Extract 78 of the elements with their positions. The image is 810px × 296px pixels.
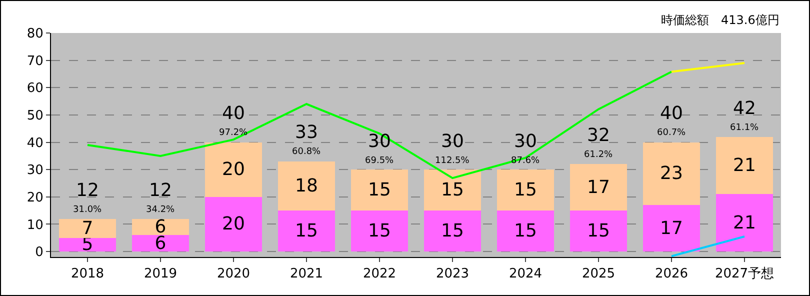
data-label: 15 xyxy=(295,220,318,242)
x-tick-label: 2022 xyxy=(362,266,396,282)
data-label: 15 xyxy=(441,220,464,242)
y-tick-label: 30 xyxy=(26,163,44,178)
bar xyxy=(643,205,700,252)
annotation: 87.6% xyxy=(511,156,540,166)
bar xyxy=(132,235,189,252)
bar xyxy=(570,210,627,252)
total-label: 40 xyxy=(660,103,683,124)
bar xyxy=(59,218,116,238)
y-tick-label: 80 xyxy=(26,26,44,42)
data-label: 17 xyxy=(587,176,610,198)
annotation: 34.2% xyxy=(146,205,176,215)
annotation: 31.0% xyxy=(73,205,102,215)
bar xyxy=(351,170,408,211)
bar xyxy=(205,142,262,197)
y-tick-label: 50 xyxy=(26,108,44,124)
data-label: 15 xyxy=(514,220,537,242)
data-label: 15 xyxy=(514,180,537,201)
x-tick-label: 2019 xyxy=(144,266,178,282)
annotation: 60.8% xyxy=(292,147,322,157)
total-label: 30 xyxy=(514,131,537,152)
data-label: 6 xyxy=(154,232,166,254)
annotation: 61.1% xyxy=(730,123,760,133)
x-tick-label: 2023 xyxy=(436,266,470,282)
data-label: 21 xyxy=(733,154,756,176)
total-label: 30 xyxy=(368,131,391,152)
data-label: 7 xyxy=(82,218,94,239)
total-label: 12 xyxy=(149,180,172,201)
bar xyxy=(643,142,700,206)
x-tick-label: 2026 xyxy=(654,266,688,282)
total-label: 30 xyxy=(441,131,464,152)
x-tick-label: 2024 xyxy=(508,266,542,282)
data-label: 15 xyxy=(368,220,391,242)
text: 時価総額 413.6億円 xyxy=(661,13,780,27)
y-tick-label: 60 xyxy=(26,81,44,96)
data-label: 20 xyxy=(222,214,245,235)
x-tick-label: 2018 xyxy=(70,266,104,282)
data-label: 20 xyxy=(222,159,245,180)
total-label: 32 xyxy=(587,125,610,146)
y-tick-label: 40 xyxy=(26,136,44,151)
total-label: 12 xyxy=(76,180,99,201)
bar xyxy=(278,161,335,211)
bar xyxy=(424,170,481,211)
data-label: 15 xyxy=(441,180,464,201)
data-label: 15 xyxy=(587,220,610,242)
annotation: 97.2% xyxy=(219,128,248,138)
y-tick-label: 70 xyxy=(26,54,44,69)
bar xyxy=(424,210,481,252)
total-label: 42 xyxy=(733,98,756,119)
data-label: 18 xyxy=(295,175,318,196)
data-label: 17 xyxy=(660,218,683,239)
annotation: 60.7% xyxy=(657,128,686,138)
y-tick-label: 20 xyxy=(26,190,44,206)
total-label: 33 xyxy=(295,122,318,143)
y-tick-label: 0 xyxy=(35,245,44,260)
annotation: 112.5% xyxy=(435,156,470,166)
bar xyxy=(570,164,627,211)
bar xyxy=(716,194,773,252)
data-label: 15 xyxy=(368,180,391,201)
data-label: 23 xyxy=(660,163,683,184)
bar xyxy=(59,238,116,252)
annotation: 69.5% xyxy=(365,156,394,166)
bar xyxy=(205,196,262,252)
x-tick-label: 2025 xyxy=(582,266,616,282)
bar xyxy=(497,210,554,252)
total-label: 40 xyxy=(222,103,245,124)
bar xyxy=(716,136,773,194)
y-tick-label: 10 xyxy=(26,218,44,233)
bar xyxy=(132,218,189,236)
x-tick-label: 2027予想 xyxy=(714,266,774,282)
bar xyxy=(351,210,408,252)
bar xyxy=(278,210,335,252)
bar xyxy=(497,170,554,211)
annotation: 61.2% xyxy=(584,150,614,160)
data-label: 21 xyxy=(733,212,756,234)
x-tick-label: 2021 xyxy=(290,266,324,282)
x-tick-label: 2020 xyxy=(216,266,250,282)
